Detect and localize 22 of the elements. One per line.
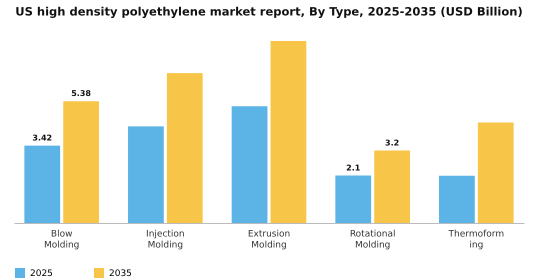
bar [439, 176, 475, 223]
legend-label: 2035 [109, 269, 132, 279]
chart-title: US high density polyethylene market report, By Type, 2025-2035 (USD Billion) [15, 4, 523, 18]
x-tick-label: Rotational Molding [350, 230, 396, 250]
x-tick-label: Injection Molding [146, 230, 185, 250]
bar [270, 41, 306, 223]
x-tick-label: Thermoforming [448, 230, 504, 250]
x-tick-label: Blow Molding [44, 230, 80, 250]
data-label: 3.2 [385, 138, 400, 148]
legend-label: 2025 [30, 269, 53, 279]
data-label: 5.38 [71, 89, 92, 98]
bar [128, 126, 164, 223]
x-tick-label: Extrusion Molding [248, 230, 290, 250]
bar [335, 175, 372, 223]
bar [166, 73, 203, 223]
data-label: 3.42 [32, 134, 52, 143]
bar [478, 122, 514, 223]
bar [374, 150, 410, 223]
bar [63, 101, 99, 223]
bar [232, 106, 268, 223]
bar [24, 146, 60, 223]
data-label: 2.1 [346, 163, 361, 172]
